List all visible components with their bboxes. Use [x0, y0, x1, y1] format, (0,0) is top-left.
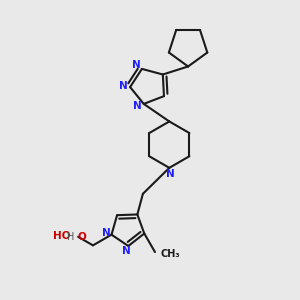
- Text: HO: HO: [53, 231, 71, 241]
- Text: CH₃: CH₃: [160, 249, 180, 260]
- Text: H: H: [67, 232, 75, 242]
- Text: N: N: [119, 81, 128, 91]
- Text: N: N: [167, 169, 175, 179]
- Text: N: N: [133, 101, 142, 111]
- Text: N: N: [122, 246, 131, 256]
- Text: N: N: [102, 228, 110, 238]
- Text: O: O: [78, 232, 86, 242]
- Text: N: N: [132, 60, 141, 70]
